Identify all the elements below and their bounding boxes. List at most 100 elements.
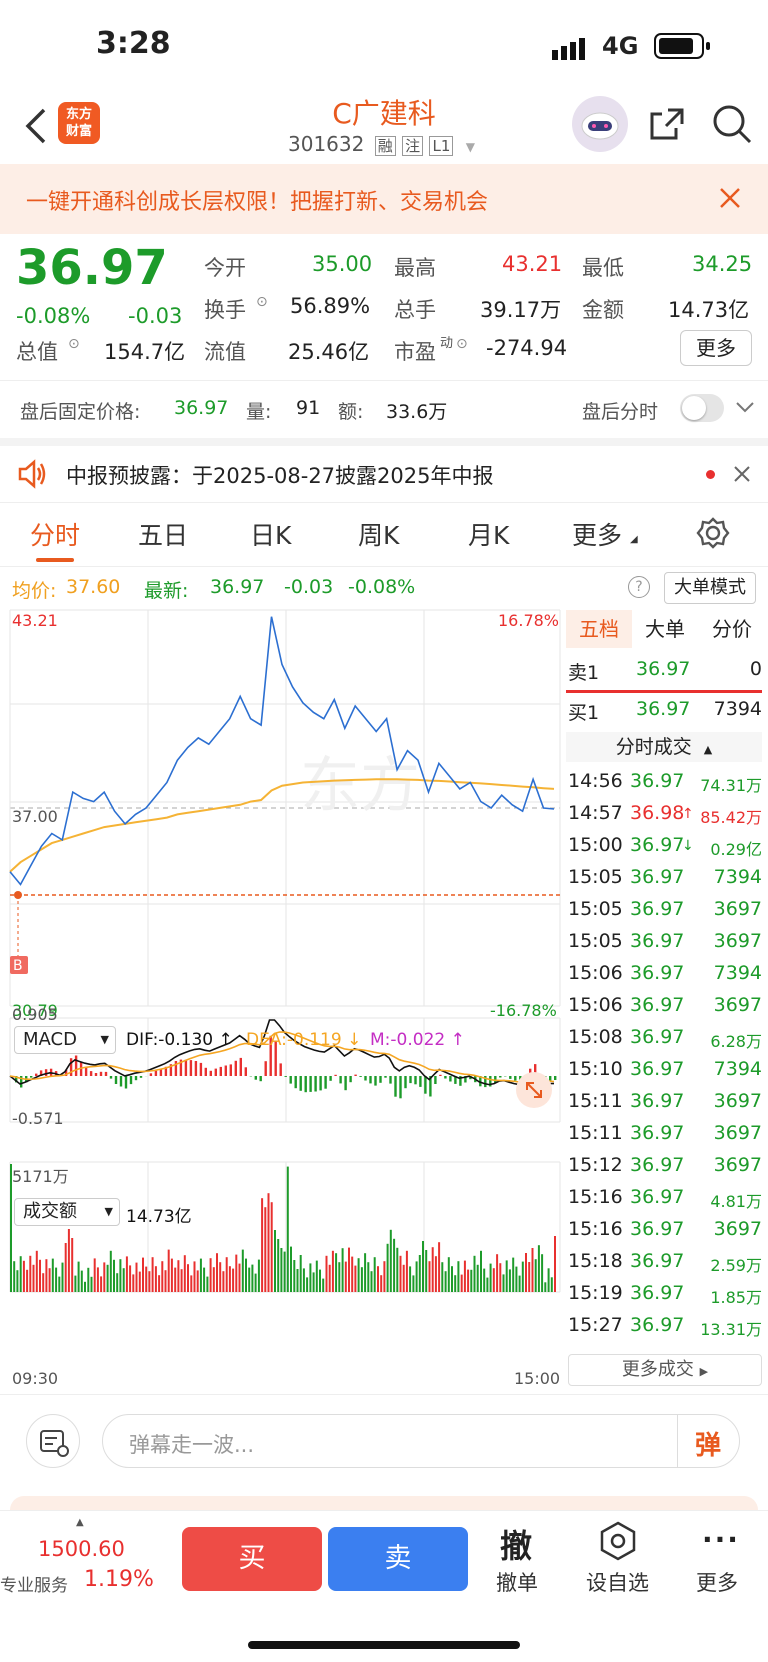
macd-bar xyxy=(254,1076,257,1080)
buy-marker[interactable] xyxy=(10,956,28,974)
amount-label: 金额 xyxy=(582,298,624,322)
tab-daily[interactable]: 日K xyxy=(250,521,292,550)
notice-bar[interactable]: 中报预披露：于2025-08-27披露2025年中报 xyxy=(0,446,768,502)
buy1-price: 36.97 xyxy=(636,698,691,720)
volume-bar xyxy=(29,1255,32,1292)
add-watchlist-icon[interactable] xyxy=(598,1521,638,1565)
volume-bar xyxy=(151,1257,154,1292)
promo-banner[interactable]: 一键开通科创成长层权限！把握打新、交易机会 xyxy=(0,164,768,234)
macd-bar xyxy=(459,1076,462,1086)
buy-button[interactable]: 买 xyxy=(182,1527,322,1591)
big-order-mode-button[interactable]: 大单模式 xyxy=(664,572,756,604)
volume-bar xyxy=(74,1275,77,1292)
macd-select[interactable]: MACD ▼ xyxy=(14,1026,116,1054)
intraday-chart[interactable]: 东方 43.21 37.00 30.79 16.78% -16.78% B 0.… xyxy=(0,606,564,1386)
info-icon[interactable]: ⊙ xyxy=(256,294,268,310)
buy1-qty: 7394 xyxy=(713,698,762,720)
tab-more[interactable]: 更多 xyxy=(572,521,623,550)
tab-intraday[interactable]: 分时 xyxy=(30,521,81,550)
add-watchlist-label[interactable]: 设自选 xyxy=(586,1571,649,1595)
service-label[interactable]: 专业服务 xyxy=(0,1576,68,1596)
after-hours-toggle[interactable] xyxy=(680,394,724,422)
tab-big-orders[interactable]: 大单 xyxy=(645,617,685,641)
volume-bar xyxy=(10,1164,12,1292)
volume-bar xyxy=(45,1259,48,1292)
volume-bar xyxy=(51,1258,54,1292)
latest-label: 最新: xyxy=(144,580,189,602)
more-quote-button[interactable]: 更多 xyxy=(680,330,752,366)
volume-bar xyxy=(341,1248,344,1292)
help-icon[interactable]: ? xyxy=(628,576,650,598)
volume-bar xyxy=(473,1255,476,1292)
bottom-nav: ▲ 1500.60 专业服务 1.19% 买 卖 撤 撤单 设自选 ··· 更多 xyxy=(0,1510,768,1662)
tab-monthly[interactable]: 月K xyxy=(468,521,510,550)
close-icon[interactable] xyxy=(718,186,742,216)
macd-bar xyxy=(344,1076,347,1091)
more-label[interactable]: 更多 xyxy=(696,1571,738,1595)
macd-bar xyxy=(514,1076,517,1081)
volume-select[interactable]: 成交额 ▼ xyxy=(14,1198,120,1226)
caret-down-icon: ▼ xyxy=(100,1033,109,1046)
cancel-order-icon[interactable]: 撤 xyxy=(500,1527,533,1565)
macd-bar xyxy=(39,1070,43,1076)
info-icon[interactable]: ⊙ xyxy=(68,336,80,352)
trade-volume: 3697 xyxy=(713,1154,762,1176)
chevron-down-icon[interactable] xyxy=(734,396,756,423)
stock-code-row[interactable]: 301632 融 注 L1 ▼ xyxy=(288,132,475,156)
gear-icon[interactable] xyxy=(696,516,730,556)
more-trades-button[interactable]: 更多成交 ▶ xyxy=(568,1354,762,1386)
macd-bar xyxy=(64,1069,68,1076)
index-value[interactable]: 1500.60 xyxy=(38,1537,125,1561)
volume-bar xyxy=(164,1270,167,1292)
trade-price: 36.98 xyxy=(630,802,685,824)
volume-bar xyxy=(106,1264,109,1292)
more-dots-icon[interactable]: ··· xyxy=(702,1523,740,1556)
info-icon[interactable]: ⊙ xyxy=(456,336,468,352)
trade-row: 15:27 36.97 13.31万 xyxy=(566,1310,766,1342)
expand-icon[interactable] xyxy=(516,1072,552,1108)
volume-bar xyxy=(264,1207,267,1292)
robot-avatar-icon[interactable] xyxy=(572,96,628,152)
macd-bar xyxy=(239,1057,242,1076)
trade-time: 15:27 xyxy=(568,1314,623,1336)
close-icon[interactable] xyxy=(732,464,752,488)
volume-bar xyxy=(129,1265,132,1292)
macd-bar xyxy=(439,1074,442,1076)
back-icon[interactable] xyxy=(22,104,50,152)
macd-bar xyxy=(494,1076,497,1083)
dif-value: DIF:-0.130 ↑ xyxy=(126,1030,233,1050)
sell-button[interactable]: 卖 xyxy=(328,1527,468,1591)
danmu-toggle-button[interactable]: 弹 xyxy=(695,1431,722,1461)
macd-bar xyxy=(124,1076,128,1089)
tab-order-book[interactable]: 五档 xyxy=(566,610,632,648)
volume-bar xyxy=(122,1268,125,1292)
macd-bar xyxy=(269,1035,272,1076)
macd-bar xyxy=(484,1076,487,1088)
trade-row: 15:06 36.97 7394 xyxy=(566,958,766,990)
volume-bar xyxy=(537,1245,540,1292)
volume-bar xyxy=(254,1273,257,1292)
trade-price: 36.97 xyxy=(630,930,685,952)
volume-bar xyxy=(344,1261,347,1292)
tab-5day[interactable]: 五日 xyxy=(138,521,189,550)
volume-bar xyxy=(267,1193,270,1292)
danmu-input[interactable]: 弹幕走一波... 弹 xyxy=(102,1414,740,1468)
divider xyxy=(0,566,768,567)
trade-time: 15:06 xyxy=(568,962,623,984)
macd-bar xyxy=(114,1076,118,1084)
volume-bar xyxy=(228,1266,231,1292)
volume-bar xyxy=(541,1254,544,1292)
comment-settings-icon[interactable] xyxy=(26,1414,80,1468)
latest-change: -0.03 xyxy=(284,576,334,598)
trades-title[interactable]: 分时成交 ▲ xyxy=(566,732,762,762)
volume-bar xyxy=(460,1274,463,1292)
pct-bottom-label: -16.78% xyxy=(490,1001,557,1020)
volume-bar xyxy=(486,1277,489,1292)
volume-bar xyxy=(415,1261,418,1292)
cancel-order-label[interactable]: 撤单 xyxy=(496,1571,538,1595)
search-icon[interactable] xyxy=(710,102,754,150)
trade-time: 15:00 xyxy=(568,834,623,856)
tab-price-distribution[interactable]: 分价 xyxy=(712,617,752,641)
tab-weekly[interactable]: 周K xyxy=(358,521,400,550)
share-icon[interactable] xyxy=(648,104,688,148)
